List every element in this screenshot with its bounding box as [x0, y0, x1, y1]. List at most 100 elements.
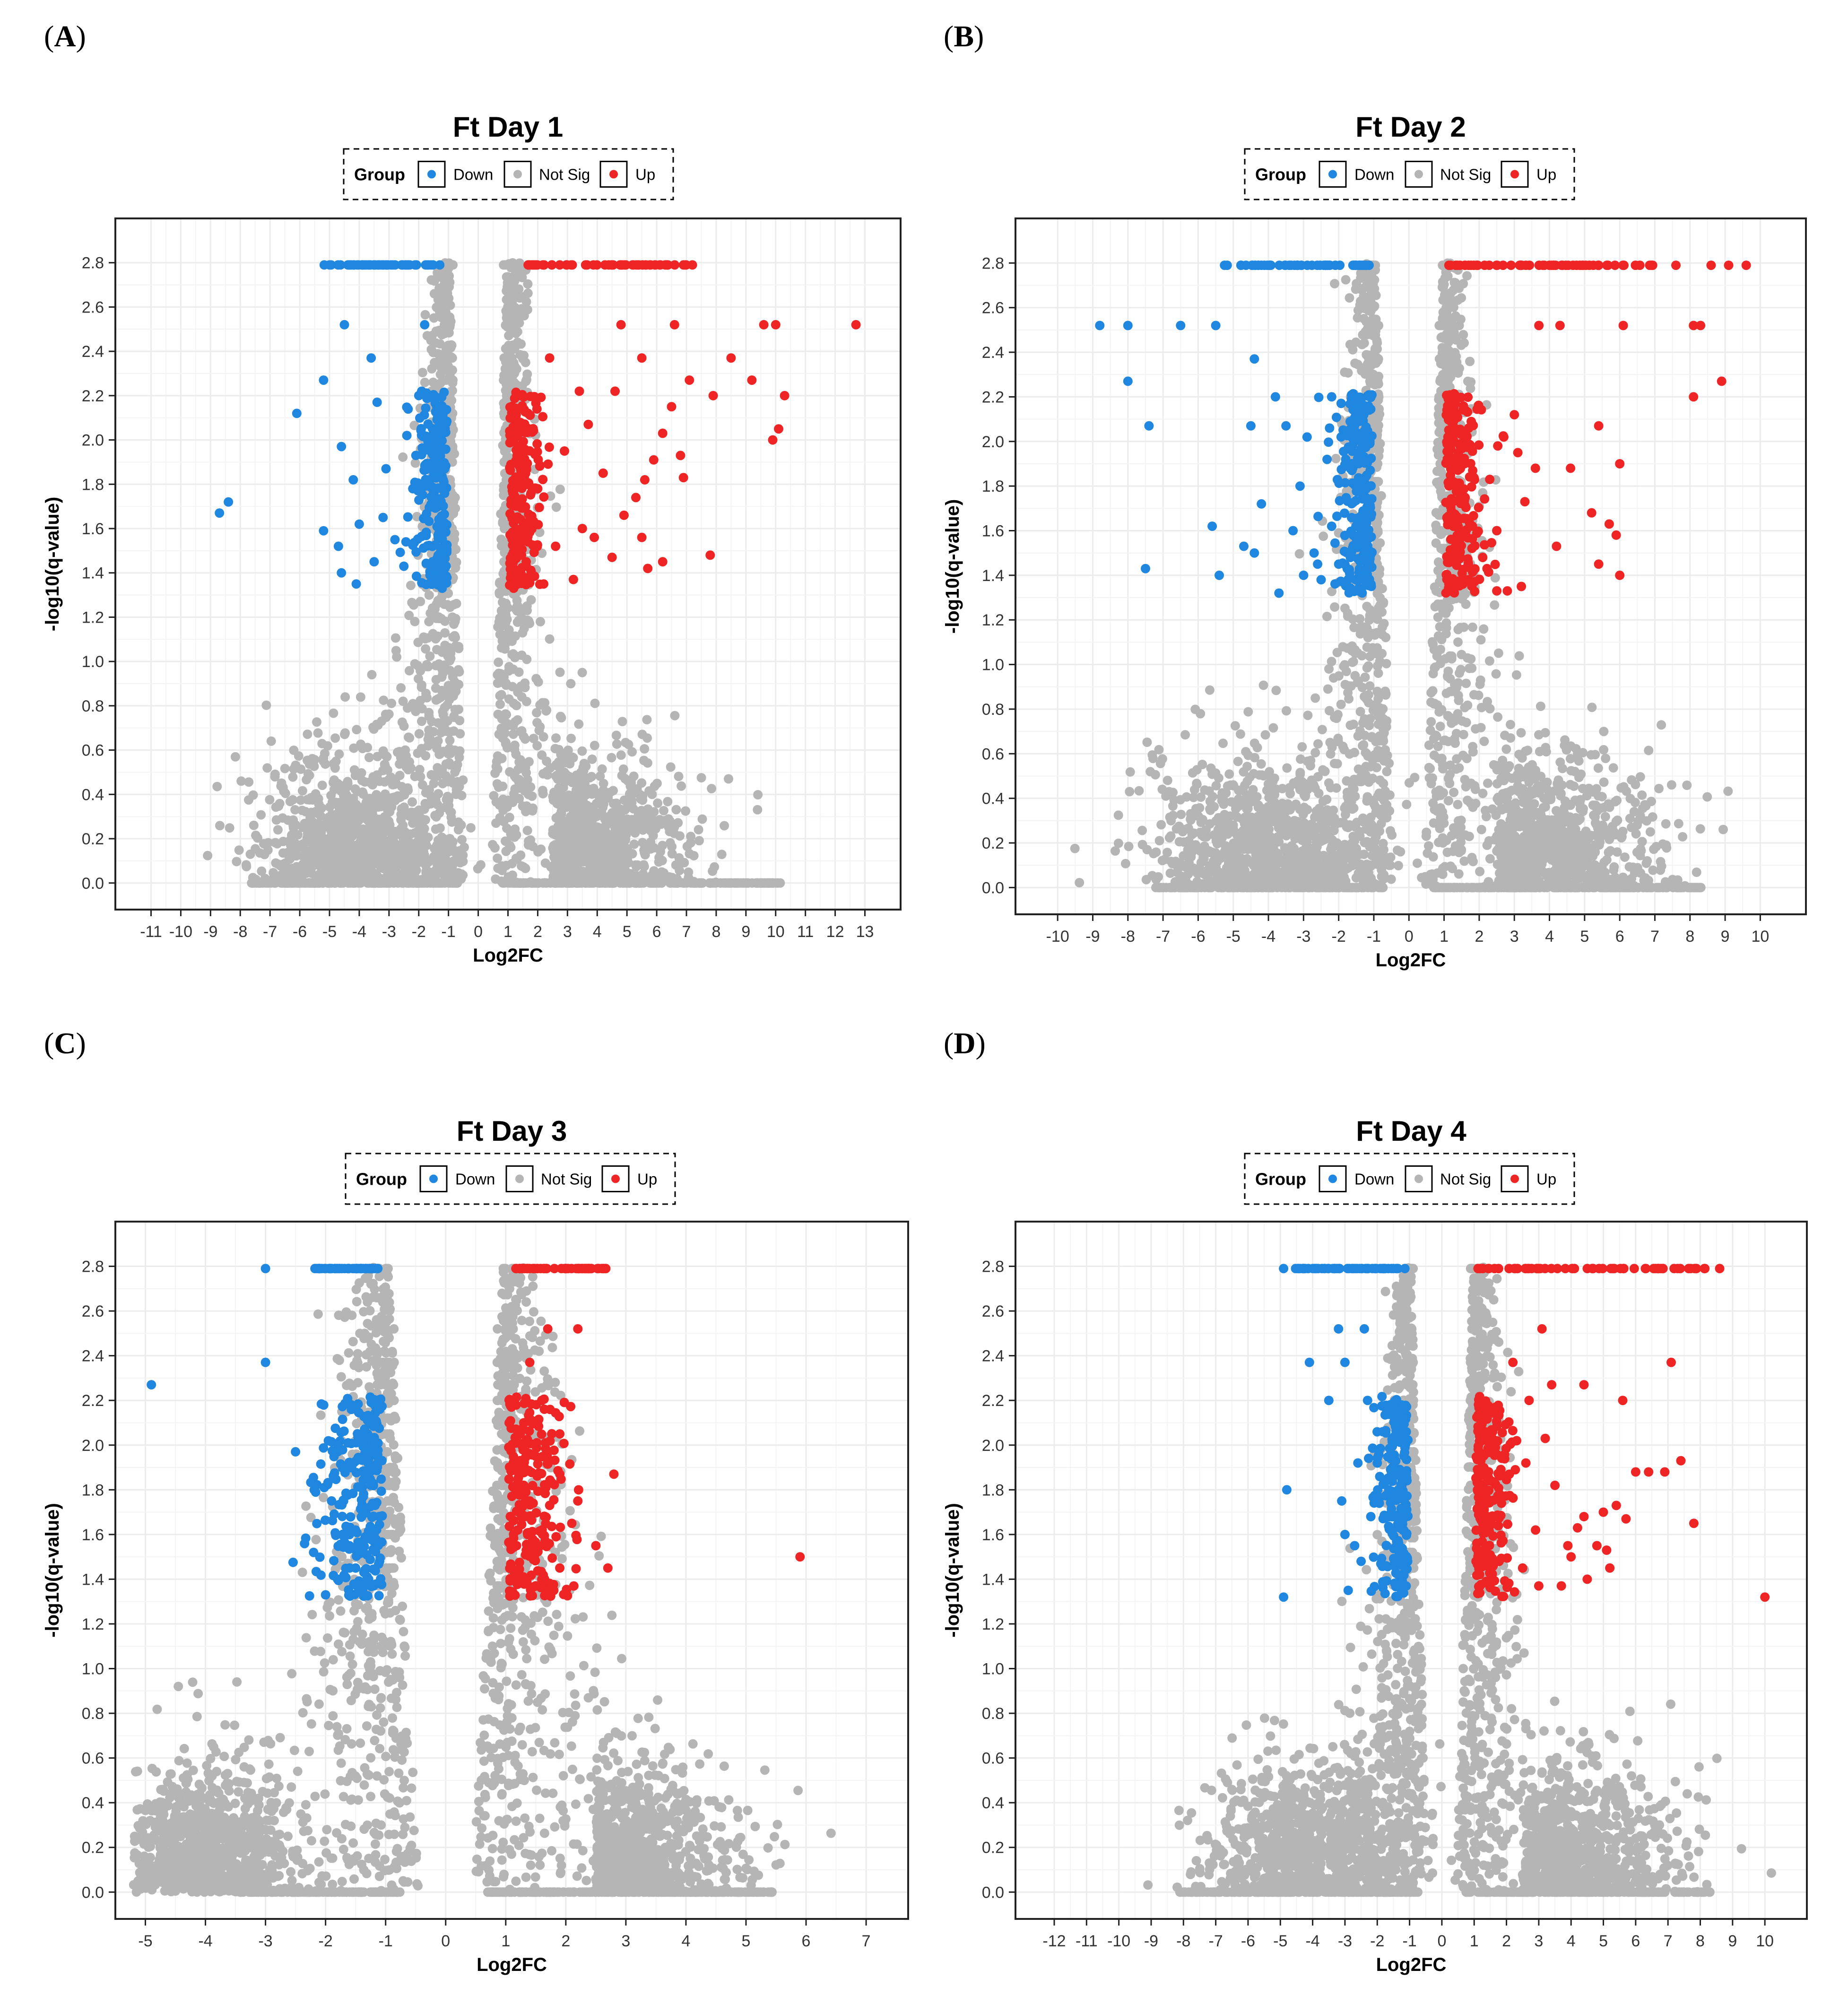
not-sig-point: [747, 878, 757, 888]
not-sig-point: [270, 838, 280, 848]
not-sig-point: [492, 756, 502, 766]
not-sig-point: [446, 774, 456, 784]
not-sig-point: [527, 791, 537, 801]
down-point: [414, 495, 424, 505]
down-point: [424, 260, 434, 270]
not-sig-point: [649, 816, 659, 825]
down-point: [409, 538, 419, 547]
not-sig-point: [413, 702, 423, 712]
up-point: [512, 445, 521, 455]
down-point: [437, 436, 447, 446]
not-sig-point: [637, 816, 647, 825]
not-sig-point: [446, 812, 456, 822]
up-point: [527, 511, 537, 521]
not-sig-point: [1692, 883, 1701, 893]
not-sig-point: [755, 878, 765, 888]
not-sig-point: [225, 823, 234, 833]
not-sig-point: [278, 836, 288, 846]
not-sig-point: [288, 772, 298, 782]
not-sig-point: [510, 784, 520, 794]
not-sig-point: [296, 795, 306, 805]
up-point: [525, 578, 535, 588]
not-sig-point: [399, 721, 409, 731]
not-sig-point: [710, 862, 720, 872]
up-point: [660, 260, 670, 270]
down-point: [403, 404, 413, 414]
not-sig-point: [627, 747, 637, 757]
y-tick-label: 2.4: [82, 343, 104, 361]
up-point: [780, 390, 790, 400]
not-sig-point: [665, 816, 675, 826]
not-sig-point: [263, 838, 273, 848]
not-sig-point: [639, 845, 649, 855]
not-sig-point: [303, 729, 312, 739]
not-sig-point: [501, 846, 511, 856]
legend-key-dot: [513, 170, 522, 179]
down-point: [441, 578, 451, 588]
y-tick-label: 2.0: [82, 432, 104, 450]
not-sig-point: [689, 851, 699, 860]
down-point: [390, 535, 400, 545]
not-sig-point: [526, 595, 536, 605]
up-point: [726, 353, 736, 363]
x-tick-label: 5: [623, 923, 632, 941]
not-sig-point: [563, 746, 573, 755]
not-sig-point: [427, 717, 437, 727]
not-sig-point: [497, 866, 507, 876]
not-sig-point: [1235, 729, 1245, 739]
not-sig-point: [666, 762, 676, 772]
up-point: [658, 557, 668, 567]
up-point: [669, 320, 679, 330]
down-point: [351, 579, 361, 589]
not-sig-point: [611, 798, 621, 808]
down-point: [421, 431, 431, 441]
not-sig-point: [420, 310, 430, 320]
not-sig-point: [1168, 801, 1178, 811]
up-point: [539, 492, 549, 502]
not-sig-point: [390, 633, 400, 643]
not-sig-point: [675, 831, 685, 841]
not-sig-point: [427, 603, 437, 613]
up-point: [507, 408, 517, 418]
not-sig-point: [403, 783, 413, 793]
not-sig-point: [636, 794, 646, 804]
not-sig-point: [658, 841, 668, 850]
not-sig-point: [440, 802, 450, 812]
not-sig-point: [664, 872, 674, 882]
not-sig-point: [435, 749, 445, 759]
not-sig-point: [416, 772, 425, 782]
down-point: [420, 320, 430, 330]
not-sig-point: [1181, 792, 1191, 802]
down-point: [402, 431, 412, 441]
up-point: [633, 260, 643, 270]
not-sig-point: [509, 698, 519, 708]
not-sig-point: [446, 838, 456, 848]
y-tick-label: 0.8: [82, 697, 104, 715]
not-sig-point: [624, 874, 634, 884]
up-point: [522, 424, 532, 434]
not-sig-point: [260, 874, 270, 884]
up-point: [631, 493, 641, 503]
not-sig-point: [574, 719, 584, 729]
x-tick-label: 1: [503, 923, 512, 941]
not-sig-point: [270, 769, 280, 779]
down-point: [395, 547, 405, 557]
not-sig-point: [551, 502, 561, 512]
not-sig-point: [451, 599, 461, 608]
not-sig-point: [598, 802, 608, 812]
not-sig-point: [579, 848, 589, 858]
not-sig-point: [417, 780, 427, 790]
not-sig-point: [445, 736, 455, 746]
not-sig-point: [251, 875, 261, 885]
x-tick-label: -3: [382, 923, 396, 941]
legend-label-down: Down: [453, 166, 493, 183]
up-point: [685, 375, 694, 385]
not-sig-point: [1124, 842, 1134, 851]
up-point: [687, 260, 697, 270]
not-sig-point: [381, 825, 391, 835]
down-point: [432, 521, 442, 531]
not-sig-point: [266, 736, 276, 746]
not-sig-point: [555, 485, 565, 494]
not-sig-point: [350, 784, 360, 794]
